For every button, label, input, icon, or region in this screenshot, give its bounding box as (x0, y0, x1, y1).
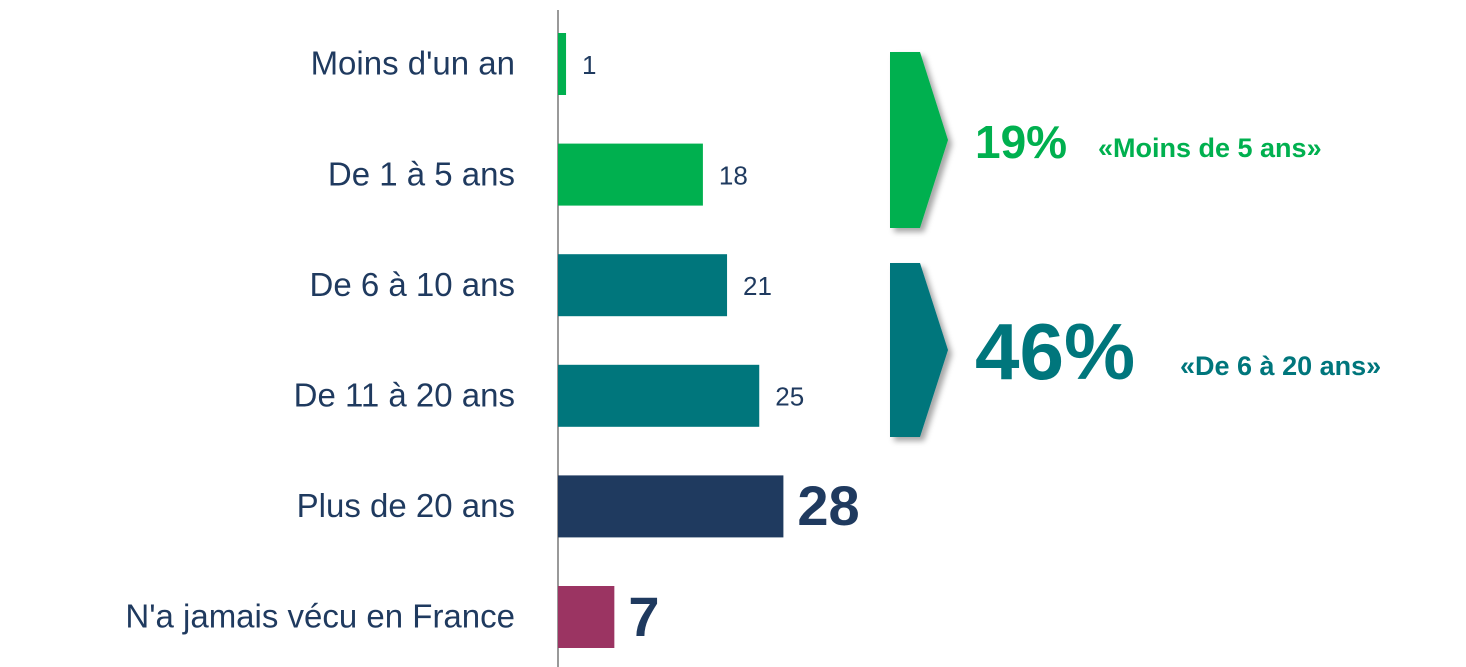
bar (558, 475, 784, 538)
category-label: De 6 à 10 ans (310, 266, 515, 303)
category-label: Plus de 20 ans (297, 487, 515, 524)
category-label: De 11 à 20 ans (294, 377, 515, 414)
bar (558, 33, 567, 95)
bar (558, 364, 760, 427)
bracket (890, 263, 948, 437)
bar (558, 254, 728, 317)
value-label: 7 (628, 585, 659, 648)
annotation-value: 46% (975, 307, 1135, 396)
value-label: 25 (775, 382, 804, 412)
value-label: 28 (797, 474, 859, 537)
annotation-text: «Moins de 5 ans» (1098, 133, 1322, 163)
bar (558, 586, 615, 648)
annotation-value: 19% (975, 116, 1067, 168)
bar (558, 143, 703, 206)
annotation-text: «De 6 à 20 ans» (1180, 351, 1381, 381)
bracket (890, 52, 948, 228)
value-label: 18 (719, 160, 748, 190)
value-label: 1 (582, 50, 596, 80)
category-label: N'a jamais vécu en France (125, 598, 515, 635)
value-label: 21 (743, 271, 772, 301)
category-label: De 1 à 5 ans (328, 155, 515, 192)
category-label: Moins d'un an (311, 45, 515, 82)
